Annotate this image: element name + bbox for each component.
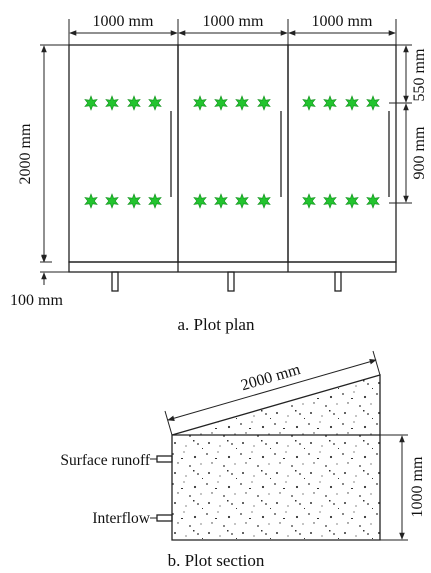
green-star-plant-icon <box>323 95 337 111</box>
slope-length-label: 2000 mm <box>239 361 303 394</box>
green-star-plant-icon <box>323 193 337 209</box>
green-star-plant-icon <box>84 193 98 209</box>
row-gap-label: 900 mm <box>411 126 428 179</box>
green-star-plant-icon <box>193 193 207 209</box>
green-star-plant-icon <box>127 193 141 209</box>
interflow-pipe <box>156 514 173 522</box>
green-star-plant-icon <box>148 193 162 209</box>
collector-2 <box>227 271 235 292</box>
soil-body <box>172 375 380 540</box>
plot-1 <box>68 44 179 263</box>
width-label-1: 1000 mm <box>93 13 154 30</box>
border-strip <box>68 261 397 273</box>
green-star-plant-icon <box>235 193 249 209</box>
green-star-plant-icon <box>257 193 271 209</box>
green-star-plant-icon <box>302 193 316 209</box>
green-star-plant-icon <box>345 95 359 111</box>
interflow-label: Interflow <box>92 510 150 527</box>
green-star-plant-icon <box>193 95 207 111</box>
green-star-plant-icon <box>235 95 249 111</box>
height-label: 2000 mm <box>17 123 34 184</box>
green-star-plant-icon <box>214 193 228 209</box>
green-star-plant-icon <box>84 95 98 111</box>
surface-runoff-label: Surface runoff <box>60 452 151 469</box>
green-star-plant-icon <box>127 95 141 111</box>
plants <box>84 95 380 209</box>
plan-caption: a. Plot plan <box>178 315 255 334</box>
surface-runoff-pipe <box>156 455 173 463</box>
green-star-plant-icon <box>257 95 271 111</box>
border-label: 100 mm <box>10 292 63 309</box>
green-star-plant-icon <box>345 193 359 209</box>
plot-3 <box>287 44 397 263</box>
green-star-plant-icon <box>105 193 119 209</box>
green-star-plant-icon <box>105 95 119 111</box>
plot-plan: 1000 mm 1000 mm 1000 mm 2000 mm 100 mm <box>10 13 428 334</box>
green-star-plant-icon <box>366 95 380 111</box>
green-star-plant-icon <box>148 95 162 111</box>
section-caption: b. Plot section <box>168 551 265 570</box>
plot-section: 2000 mm 1000 mm Surface runoff Interflow… <box>60 350 426 570</box>
top-gap-label: 550 mm <box>411 48 428 101</box>
green-star-plant-icon <box>214 95 228 111</box>
collector-1 <box>111 271 119 292</box>
green-star-plant-icon <box>366 193 380 209</box>
depth-label: 1000 mm <box>409 456 426 517</box>
width-label-2: 1000 mm <box>203 13 264 30</box>
green-star-plant-icon <box>302 95 316 111</box>
plot-2 <box>177 44 289 263</box>
width-label-3: 1000 mm <box>312 13 373 30</box>
collector-3 <box>334 271 342 292</box>
